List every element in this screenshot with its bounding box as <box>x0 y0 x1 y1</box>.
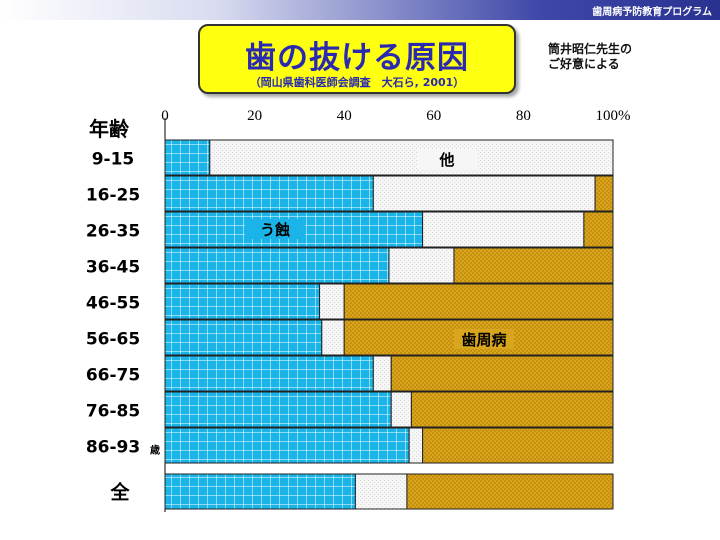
bar-caries <box>164 175 374 212</box>
category-unit-label: 歳 <box>150 444 160 457</box>
bar-other <box>354 473 408 510</box>
x-tick-label: 100% <box>596 108 631 124</box>
row-header-label: 年齢 <box>89 117 130 141</box>
bar-caries <box>164 319 323 356</box>
bar-periodontal <box>583 211 614 248</box>
bar-caries <box>164 391 392 428</box>
category-label: 9-15 <box>92 150 135 170</box>
category-label: 46-55 <box>86 294 140 314</box>
bar-caries <box>164 283 321 320</box>
bar-caries <box>164 473 356 510</box>
bar-periodontal <box>453 247 614 284</box>
bar-other <box>408 427 424 464</box>
series-label-other-bg <box>417 149 477 169</box>
x-tick-label: 20 <box>247 108 262 124</box>
bar-periodontal <box>410 391 614 428</box>
credit-note: 筒井昭仁先生の ご好意による <box>548 42 632 72</box>
bar-caries <box>164 355 374 392</box>
bar-other <box>321 319 345 356</box>
category-label: 66-75 <box>86 366 140 386</box>
series-label-caries-bg <box>245 219 305 239</box>
bar-other <box>388 247 455 284</box>
x-tick-label: 0 <box>161 108 169 124</box>
category-label: 16-25 <box>86 186 140 206</box>
bar-periodontal <box>422 427 614 464</box>
x-tick-label: 40 <box>337 108 352 124</box>
category-label: 36-45 <box>86 258 140 278</box>
category-label: 76-85 <box>86 402 140 422</box>
bar-caries <box>164 139 211 176</box>
bar-periodontal <box>343 283 614 320</box>
bar-other <box>372 355 392 392</box>
series-label-periodontal-bg <box>454 329 514 349</box>
bar-caries <box>164 247 390 284</box>
credit-line-1: 筒井昭仁先生の <box>548 42 633 56</box>
x-tick-label: 80 <box>516 108 531 124</box>
bar-other <box>422 211 585 248</box>
credit-line-2: ご好意による <box>548 57 620 71</box>
category-label: 26-35 <box>86 222 140 242</box>
chart-subtitle: （岡山県歯科医師会調査 大石ら, 2001） <box>249 76 465 89</box>
bar-periodontal <box>406 473 614 510</box>
series-label-periodontal: 歯周病 <box>461 331 506 349</box>
category-label: 86-93 <box>86 438 140 458</box>
category-label: 全 <box>109 481 130 504</box>
bar-other <box>372 175 596 212</box>
series-label-other: 他 <box>438 151 454 169</box>
bar-periodontal <box>594 175 614 212</box>
bar-other <box>390 391 412 428</box>
top-banner: 歯周病予防教育プログラム <box>0 0 720 20</box>
category-label: 56-65 <box>86 330 140 350</box>
title-box: 歯の抜ける原因 （岡山県歯科医師会調査 大石ら, 2001） <box>198 24 516 94</box>
banner-text: 歯周病予防教育プログラム <box>592 7 712 18</box>
bar-periodontal <box>390 355 614 392</box>
chart-title: 歯の抜ける原因 <box>245 40 469 76</box>
series-label-caries: う蝕 <box>260 221 290 239</box>
bar-caries <box>164 427 410 464</box>
bar-other <box>319 283 345 320</box>
x-tick-label: 60 <box>426 108 441 124</box>
bar-other <box>209 139 614 176</box>
